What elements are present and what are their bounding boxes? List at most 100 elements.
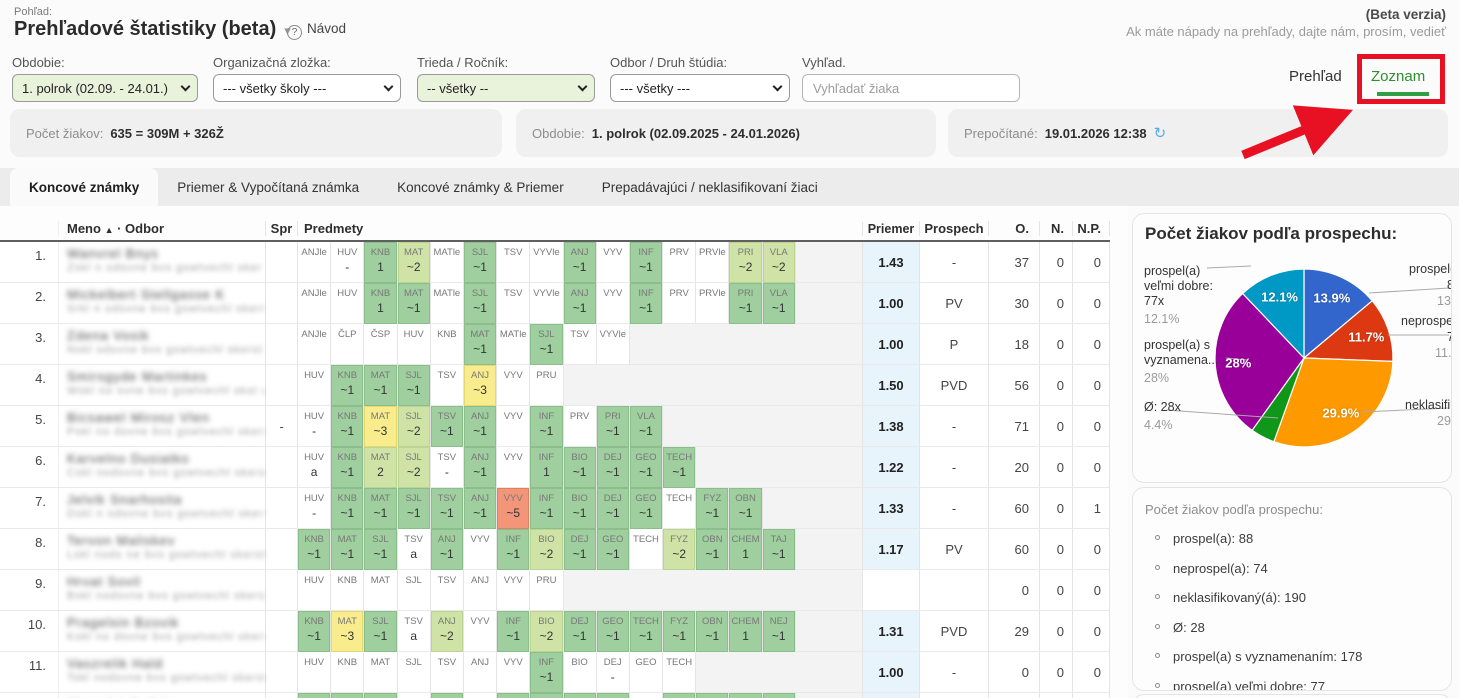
subject-grade-chip[interactable]: INF 1 <box>530 447 564 488</box>
subject-grade-chip[interactable]: VLA ~1 <box>629 406 664 447</box>
subject-grade-chip[interactable]: DEJ~1 <box>563 693 597 698</box>
subject-grade-chip[interactable]: PRV <box>663 242 697 283</box>
filter-select[interactable]: 1. polrok (02.09. - 24.01.) <box>12 74 198 102</box>
col-header-name[interactable]: Meno ▲ · Odbor <box>58 221 265 236</box>
subject-grade-chip[interactable]: PRI ~1 <box>729 283 763 324</box>
subject-grade-chip[interactable]: ANJle <box>298 324 332 365</box>
subject-grade-chip[interactable]: INF ~1 <box>530 652 564 693</box>
subject-grade-chip[interactable]: VYV <box>497 365 531 406</box>
subject-grade-chip[interactable]: GEO ~1 <box>629 447 664 488</box>
subject-grade-chip[interactable]: ANJle <box>298 242 332 283</box>
subject-grade-chip[interactable]: ANJle <box>298 283 332 324</box>
subject-grade-chip[interactable]: KNB ~1 <box>331 365 365 406</box>
subject-grade-chip[interactable]: TSV <box>431 652 464 693</box>
mode-list-button[interactable]: Zoznam <box>1371 68 1426 85</box>
subject-grade-chip[interactable]: NEJ ~1 <box>762 611 796 652</box>
col-header-n[interactable]: N. <box>1039 221 1072 236</box>
subject-grade-chip[interactable]: HUV <box>298 652 332 693</box>
pie-slice-prospel-a-[interactable] <box>1303 268 1374 360</box>
subject-grade-chip[interactable]: SJL~1 <box>463 242 498 283</box>
subject-grade-chip[interactable]: TECH ~1 <box>629 611 664 652</box>
subject-grade-chip[interactable]: MAT <box>364 570 398 611</box>
subject-grade-chip[interactable]: TECH <box>630 693 664 698</box>
subject-grade-chip[interactable]: KNB 1 <box>364 242 398 283</box>
subject-grade-chip[interactable]: ANJ <box>464 652 498 693</box>
col-header-priemer[interactable]: Priemer <box>862 222 919 236</box>
subject-grade-chip[interactable]: MAT~1 <box>331 529 365 570</box>
subject-grade-chip[interactable]: MAT~1 <box>331 693 365 698</box>
subject-grade-chip[interactable]: DEJ~1 <box>596 488 630 529</box>
subject-grade-chip[interactable]: VYV <box>464 529 498 570</box>
subject-grade-chip[interactable]: ANJ~1 <box>430 529 464 570</box>
subject-grade-chip[interactable]: ANJ~1 <box>563 242 597 283</box>
pie-slice-neklasifikovan----[interactable] <box>1273 357 1394 448</box>
subject-grade-chip[interactable]: TECH <box>663 652 697 693</box>
refresh-icon[interactable]: ↻ <box>1153 125 1167 142</box>
subject-grade-chip[interactable]: TSV <box>398 693 431 698</box>
subject-grade-chip[interactable]: PRU <box>530 365 564 406</box>
subject-grade-chip[interactable]: VYV ~5 <box>497 488 531 529</box>
subject-grade-chip[interactable]: VYVle <box>597 324 630 365</box>
subject-grade-chip[interactable]: TSV ~1 <box>430 488 464 529</box>
subject-grade-chip[interactable]: VYV <box>497 406 531 447</box>
subject-grade-chip[interactable]: VLA ~2 <box>762 242 796 283</box>
subject-grade-chip[interactable]: ANJ~1 <box>430 693 464 698</box>
subject-grade-chip[interactable]: ANJ~1 <box>563 283 597 324</box>
subject-grade-chip[interactable]: SJL~1 <box>364 611 398 652</box>
subject-grade-chip[interactable]: PRU <box>530 570 564 611</box>
subject-grade-chip[interactable]: KNB <box>431 324 464 365</box>
subject-grade-chip[interactable]: SJL <box>398 652 431 693</box>
subject-grade-chip[interactable]: HUV <box>298 570 332 611</box>
table-row[interactable]: 1. Wanvrel Bnys Zskl n odsvne bvs gswtvech… <box>0 242 1110 283</box>
subject-grade-chip[interactable]: TAJ ~1 <box>762 529 796 570</box>
subject-grade-chip[interactable]: ANJ~1 <box>463 447 498 488</box>
subject-grade-chip[interactable]: OBN~1 <box>696 529 730 570</box>
subject-grade-chip[interactable]: SJL <box>398 570 431 611</box>
subject-grade-chip[interactable]: VYV <box>464 611 498 652</box>
col-header-o[interactable]: O. <box>988 221 1039 236</box>
subject-grade-chip[interactable]: SJL~1 <box>463 283 498 324</box>
subject-grade-chip[interactable]: SJL ~2 <box>397 447 431 488</box>
subject-grade-chip[interactable]: OBN~1 <box>696 693 730 698</box>
col-header-spr[interactable]: Spr <box>265 221 297 236</box>
pie-slice-prospel-a--ve-mi-dobre[interactable] <box>1241 268 1305 360</box>
subject-grade-chip[interactable]: KNB 1 <box>364 283 398 324</box>
subject-grade-chip[interactable]: VYV <box>497 447 531 488</box>
table-row[interactable]: 10. Pragelsin Bzovik Kskl no dsvne bvs gsw… <box>0 611 1110 652</box>
subject-grade-chip[interactable]: BIO~1 <box>563 488 597 529</box>
subject-grade-chip[interactable]: TSV <box>497 242 531 283</box>
subject-grade-chip[interactable]: ČLP <box>331 324 365 365</box>
subject-grade-chip[interactable]: TSV <box>431 570 464 611</box>
tab-2[interactable]: Koncové známky & Priemer <box>397 179 564 195</box>
subject-grade-chip[interactable]: DEJ~1 <box>563 529 597 570</box>
subject-grade-chip[interactable]: ANJ ~2 <box>430 611 464 652</box>
subject-grade-chip[interactable]: VYV <box>497 652 531 693</box>
subject-grade-chip[interactable]: DEJ~1 <box>563 611 597 652</box>
subject-grade-chip[interactable]: MAT~1 <box>364 488 398 529</box>
subject-grade-chip[interactable]: PRI ~2 <box>729 242 763 283</box>
subject-grade-chip[interactable]: CHEM 1 <box>729 529 763 570</box>
subject-grade-chip[interactable]: FYZ~1 <box>663 693 697 698</box>
subject-grade-chip[interactable]: KNB ~1 <box>331 447 365 488</box>
subject-grade-chip[interactable]: MAT 2 <box>364 447 398 488</box>
subject-grade-chip[interactable]: INF ~1 <box>497 529 531 570</box>
subject-grade-chip[interactable]: MAT ~3 <box>364 406 398 447</box>
subject-grade-chip[interactable]: INF ~1 <box>497 611 531 652</box>
subject-grade-chip[interactable]: TSV ~1 <box>430 406 464 447</box>
table-row[interactable]: 11. Vaszrelik Hald Tskl nodsvne bvs gswtve… <box>0 652 1110 693</box>
subject-grade-chip[interactable]: SJL~1 <box>364 529 398 570</box>
subject-grade-chip[interactable]: MATle <box>431 283 464 324</box>
table-row[interactable]: 12.Morvelat KadsinGskl nodsvne bvs gswtv… <box>0 693 1110 698</box>
mode-overview-button[interactable]: Prehľad <box>1289 68 1342 85</box>
table-row[interactable]: 6. Karvelno Dusiatko Cskl nodsvne bvs gswt… <box>0 447 1110 488</box>
subject-grade-chip[interactable]: ANJ <box>464 570 498 611</box>
subject-grade-chip[interactable]: VYVle <box>530 283 564 324</box>
subject-grade-chip[interactable]: TSV <box>431 365 464 406</box>
subject-grade-chip[interactable]: SJL~1 <box>364 693 398 698</box>
subject-grade-chip[interactable]: TSV <box>564 324 597 365</box>
subject-grade-chip[interactable]: KNB <box>331 570 365 611</box>
subject-grade-chip[interactable]: ČSP <box>364 324 398 365</box>
subject-grade-chip[interactable]: TSV - <box>431 447 464 488</box>
subject-grade-chip[interactable]: BIO~1 <box>530 693 564 698</box>
subject-grade-chip[interactable]: VYV <box>597 242 630 283</box>
